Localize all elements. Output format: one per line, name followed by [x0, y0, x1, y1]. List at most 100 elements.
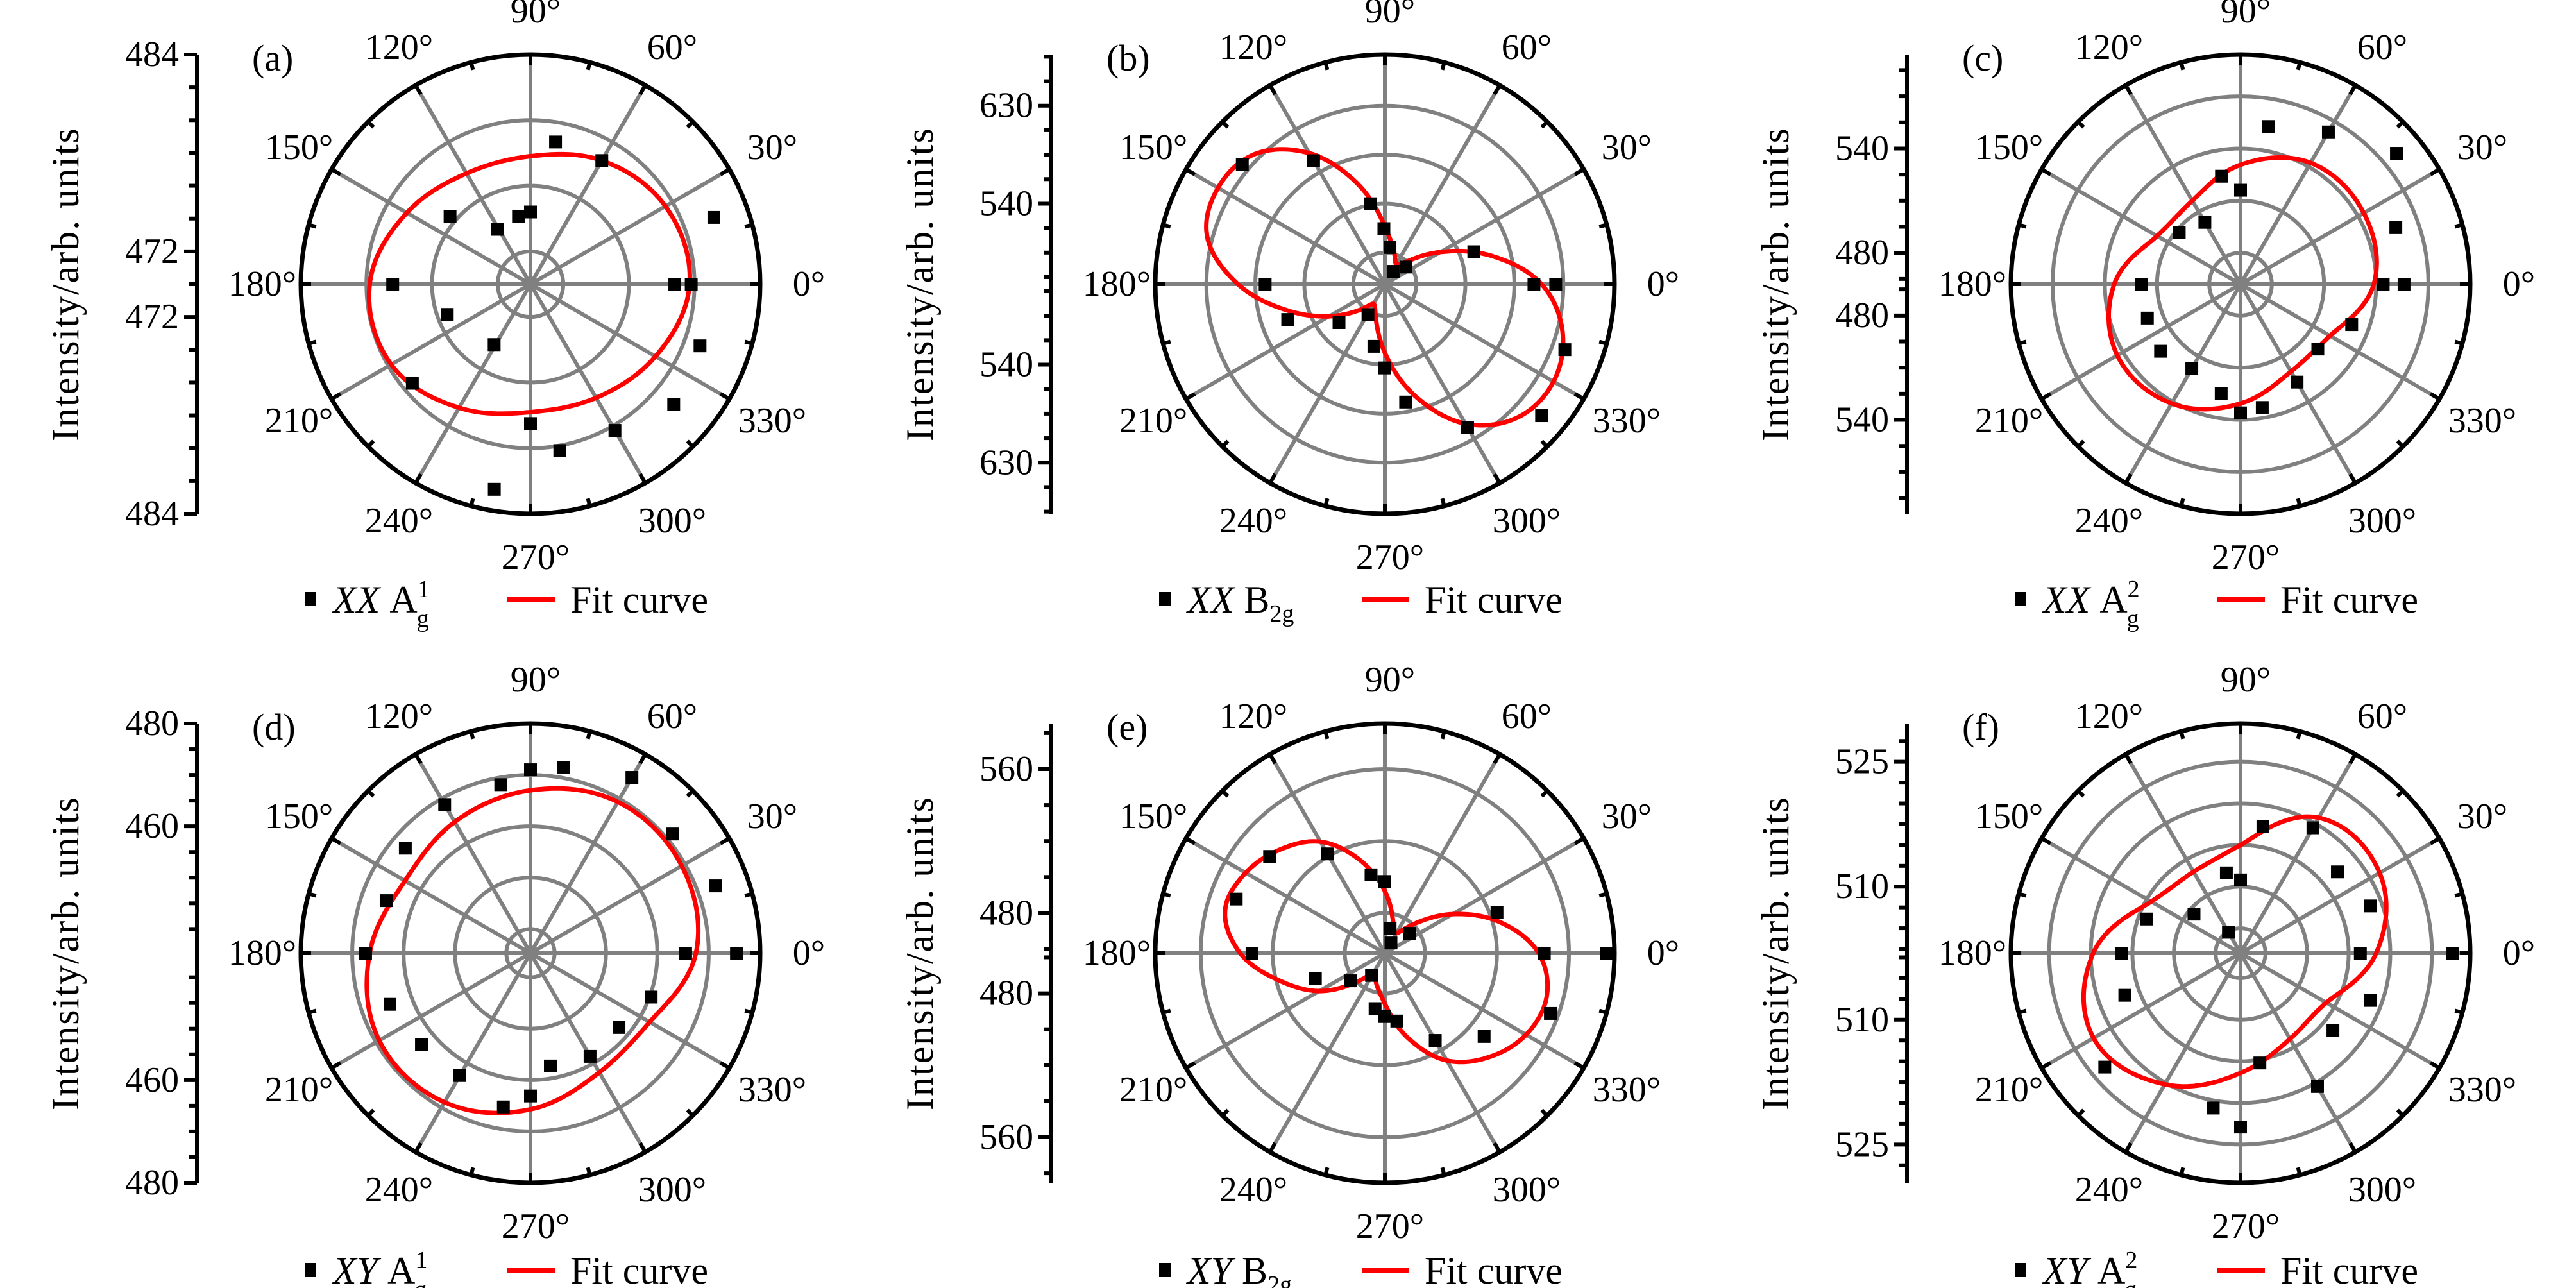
angle-label: 300° — [2348, 501, 2416, 541]
angle-label: 270° — [502, 1207, 570, 1246]
angular-gridline — [1383, 753, 1502, 954]
angular-tick — [1268, 753, 1277, 765]
angular-tick — [2296, 62, 2302, 71]
data-point — [2219, 866, 2233, 879]
angular-tick — [2076, 789, 2085, 798]
legend-mode: A — [389, 579, 417, 621]
angular-gridline — [1383, 84, 1502, 285]
data-point — [2173, 226, 2186, 239]
legend-fit-label: Fit curve — [2280, 579, 2418, 621]
radial-tick-label: 630 — [979, 86, 1033, 126]
data-point — [2234, 1121, 2247, 1134]
data-point — [557, 761, 570, 774]
angular-tick — [366, 439, 375, 448]
angular-gridline — [1185, 282, 1386, 401]
data-point — [666, 827, 679, 841]
data-point — [2291, 375, 2304, 389]
angle-label: 210° — [1975, 401, 2043, 441]
data-point — [2326, 1024, 2340, 1037]
data-point — [1364, 868, 1378, 881]
angular-tick — [2454, 223, 2463, 229]
legend-marker-square — [305, 1263, 316, 1277]
data-point — [2377, 278, 2390, 291]
data-point — [2255, 401, 2269, 414]
angle-label: 120° — [1219, 697, 1287, 736]
angle-label: 180° — [1938, 933, 2006, 973]
angular-tick — [1573, 836, 1585, 845]
angular-tick — [1323, 62, 1330, 71]
y-axis-title: Intensity/arb. units — [1754, 796, 1797, 1110]
data-point — [2397, 278, 2411, 291]
data-point — [383, 997, 396, 1011]
angular-tick — [1573, 392, 1585, 401]
angular-tick — [719, 836, 731, 845]
angular-tick — [2429, 1061, 2441, 1070]
angular-tick — [308, 892, 317, 898]
angular-gridline — [529, 167, 731, 286]
data-point — [1258, 278, 1272, 291]
angle-label: 330° — [738, 1070, 806, 1110]
polar-panel-b: 0° 30° 60° 90° 120° 150° 180° 210° 240° 270° 300° 3… — [899, 0, 1679, 627]
angular-tick — [1540, 439, 1549, 448]
legend-mode: B — [1244, 579, 1269, 621]
angular-tick — [2179, 731, 2185, 740]
angular-tick — [469, 731, 475, 740]
data-point — [549, 135, 563, 149]
radial-tick-label: 560 — [979, 1117, 1033, 1157]
data-point — [2098, 1060, 2112, 1074]
legend-fit-label: Fit curve — [570, 579, 708, 621]
angle-label: 150° — [1119, 797, 1187, 836]
angular-gridline — [330, 836, 532, 955]
data-point — [386, 278, 400, 291]
data-point — [1461, 421, 1474, 434]
legend: XX A1 g Fit curve — [305, 576, 708, 632]
legend-space — [2088, 1250, 2097, 1288]
angle-label: 300° — [638, 501, 706, 541]
data-point — [1378, 361, 1391, 375]
legend-marker-square — [2015, 1263, 2026, 1277]
data-point — [2187, 908, 2201, 921]
legend-subscript: g — [417, 606, 429, 632]
data-point — [553, 444, 566, 457]
data-point — [2214, 387, 2228, 400]
angle-label: 0° — [1647, 933, 1679, 973]
angle-label: 270° — [1356, 1207, 1424, 1246]
angle-label: 90° — [1365, 660, 1415, 700]
data-point — [2207, 1101, 2220, 1115]
data-point — [2215, 169, 2228, 183]
radial-tick-label: 480 — [1835, 233, 1889, 273]
angular-tick — [2348, 753, 2357, 765]
angular-tick — [308, 1008, 317, 1015]
angular-tick — [2296, 731, 2302, 740]
angular-tick — [1598, 339, 1607, 346]
angular-tick — [1493, 753, 1502, 765]
panel-label: (f) — [1962, 706, 1999, 748]
data-point — [2390, 147, 2403, 160]
data-point — [453, 1069, 466, 1082]
legend-fit-label: Fit curve — [1425, 579, 1563, 621]
angular-tick — [1268, 1142, 1277, 1153]
data-point — [1344, 974, 1357, 988]
radial-tick-label: 480 — [979, 893, 1033, 933]
angular-gridline — [2124, 753, 2242, 954]
data-point — [1490, 906, 1504, 919]
angle-label: 330° — [1593, 1070, 1661, 1110]
angular-tick — [330, 392, 342, 401]
angular-tick — [469, 62, 475, 71]
angular-tick — [2454, 339, 2463, 346]
y-axis-title: Intensity/arb. units — [899, 127, 941, 441]
legend-polarization: XX — [2042, 579, 2092, 621]
angular-gridline — [2124, 84, 2242, 285]
radial-tick-label: 472 — [125, 232, 179, 271]
angular-tick — [638, 84, 647, 96]
angular-tick — [1573, 1061, 1585, 1070]
legend-space — [378, 1250, 387, 1288]
angle-label: 210° — [265, 401, 333, 441]
data-point — [707, 210, 720, 224]
legend-mode: A — [387, 1250, 415, 1288]
data-point — [2364, 994, 2377, 1007]
angular-tick — [2040, 392, 2052, 401]
angle-label: 180° — [228, 264, 296, 304]
angular-tick — [2040, 1061, 2052, 1070]
radial-tick-label: 525 — [1835, 742, 1889, 782]
